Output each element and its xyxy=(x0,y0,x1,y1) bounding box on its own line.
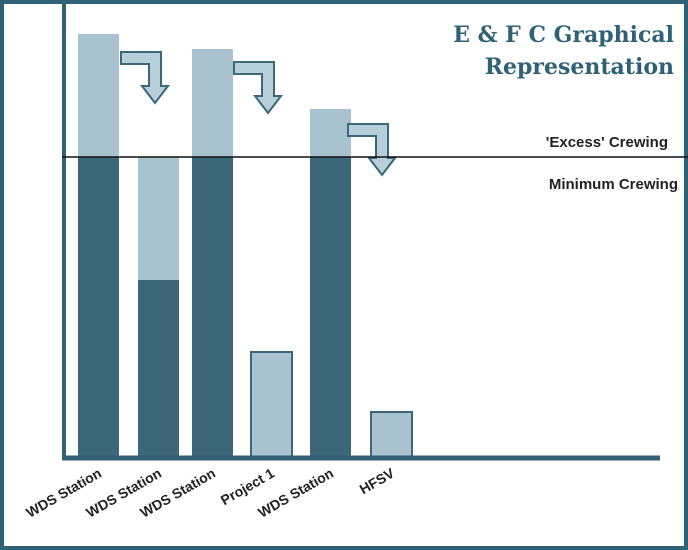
x-tick-label-6: HFSV xyxy=(357,464,398,497)
bar-1-minimum-segment xyxy=(78,157,119,457)
bar-1-excess-segment xyxy=(78,34,119,157)
transfer-arrow-1 xyxy=(120,51,171,105)
bar-5-minimum-segment xyxy=(310,157,351,457)
bars-group xyxy=(78,34,413,458)
arrows-group xyxy=(120,51,398,177)
transfer-arrow-2 xyxy=(233,61,284,115)
bar-4-excess-segment xyxy=(250,351,293,458)
transfer-arrow-3 xyxy=(347,123,398,177)
bar-6-excess-segment xyxy=(370,411,413,458)
bar-2-excess-segment xyxy=(138,157,179,280)
axes-group xyxy=(62,4,660,461)
bar-2-minimum-segment xyxy=(138,280,179,457)
minimum-crewing-label: Minimum Crewing xyxy=(549,176,678,193)
bar-3-minimum-segment xyxy=(192,157,233,457)
chart-title-line-2: Representation xyxy=(485,54,674,80)
chart-title-line-1: E & F C Graphical xyxy=(453,22,674,48)
bar-5-excess-segment xyxy=(310,109,351,157)
excess-crewing-label: 'Excess' Crewing xyxy=(546,134,668,151)
bar-3-excess-segment xyxy=(192,49,233,157)
